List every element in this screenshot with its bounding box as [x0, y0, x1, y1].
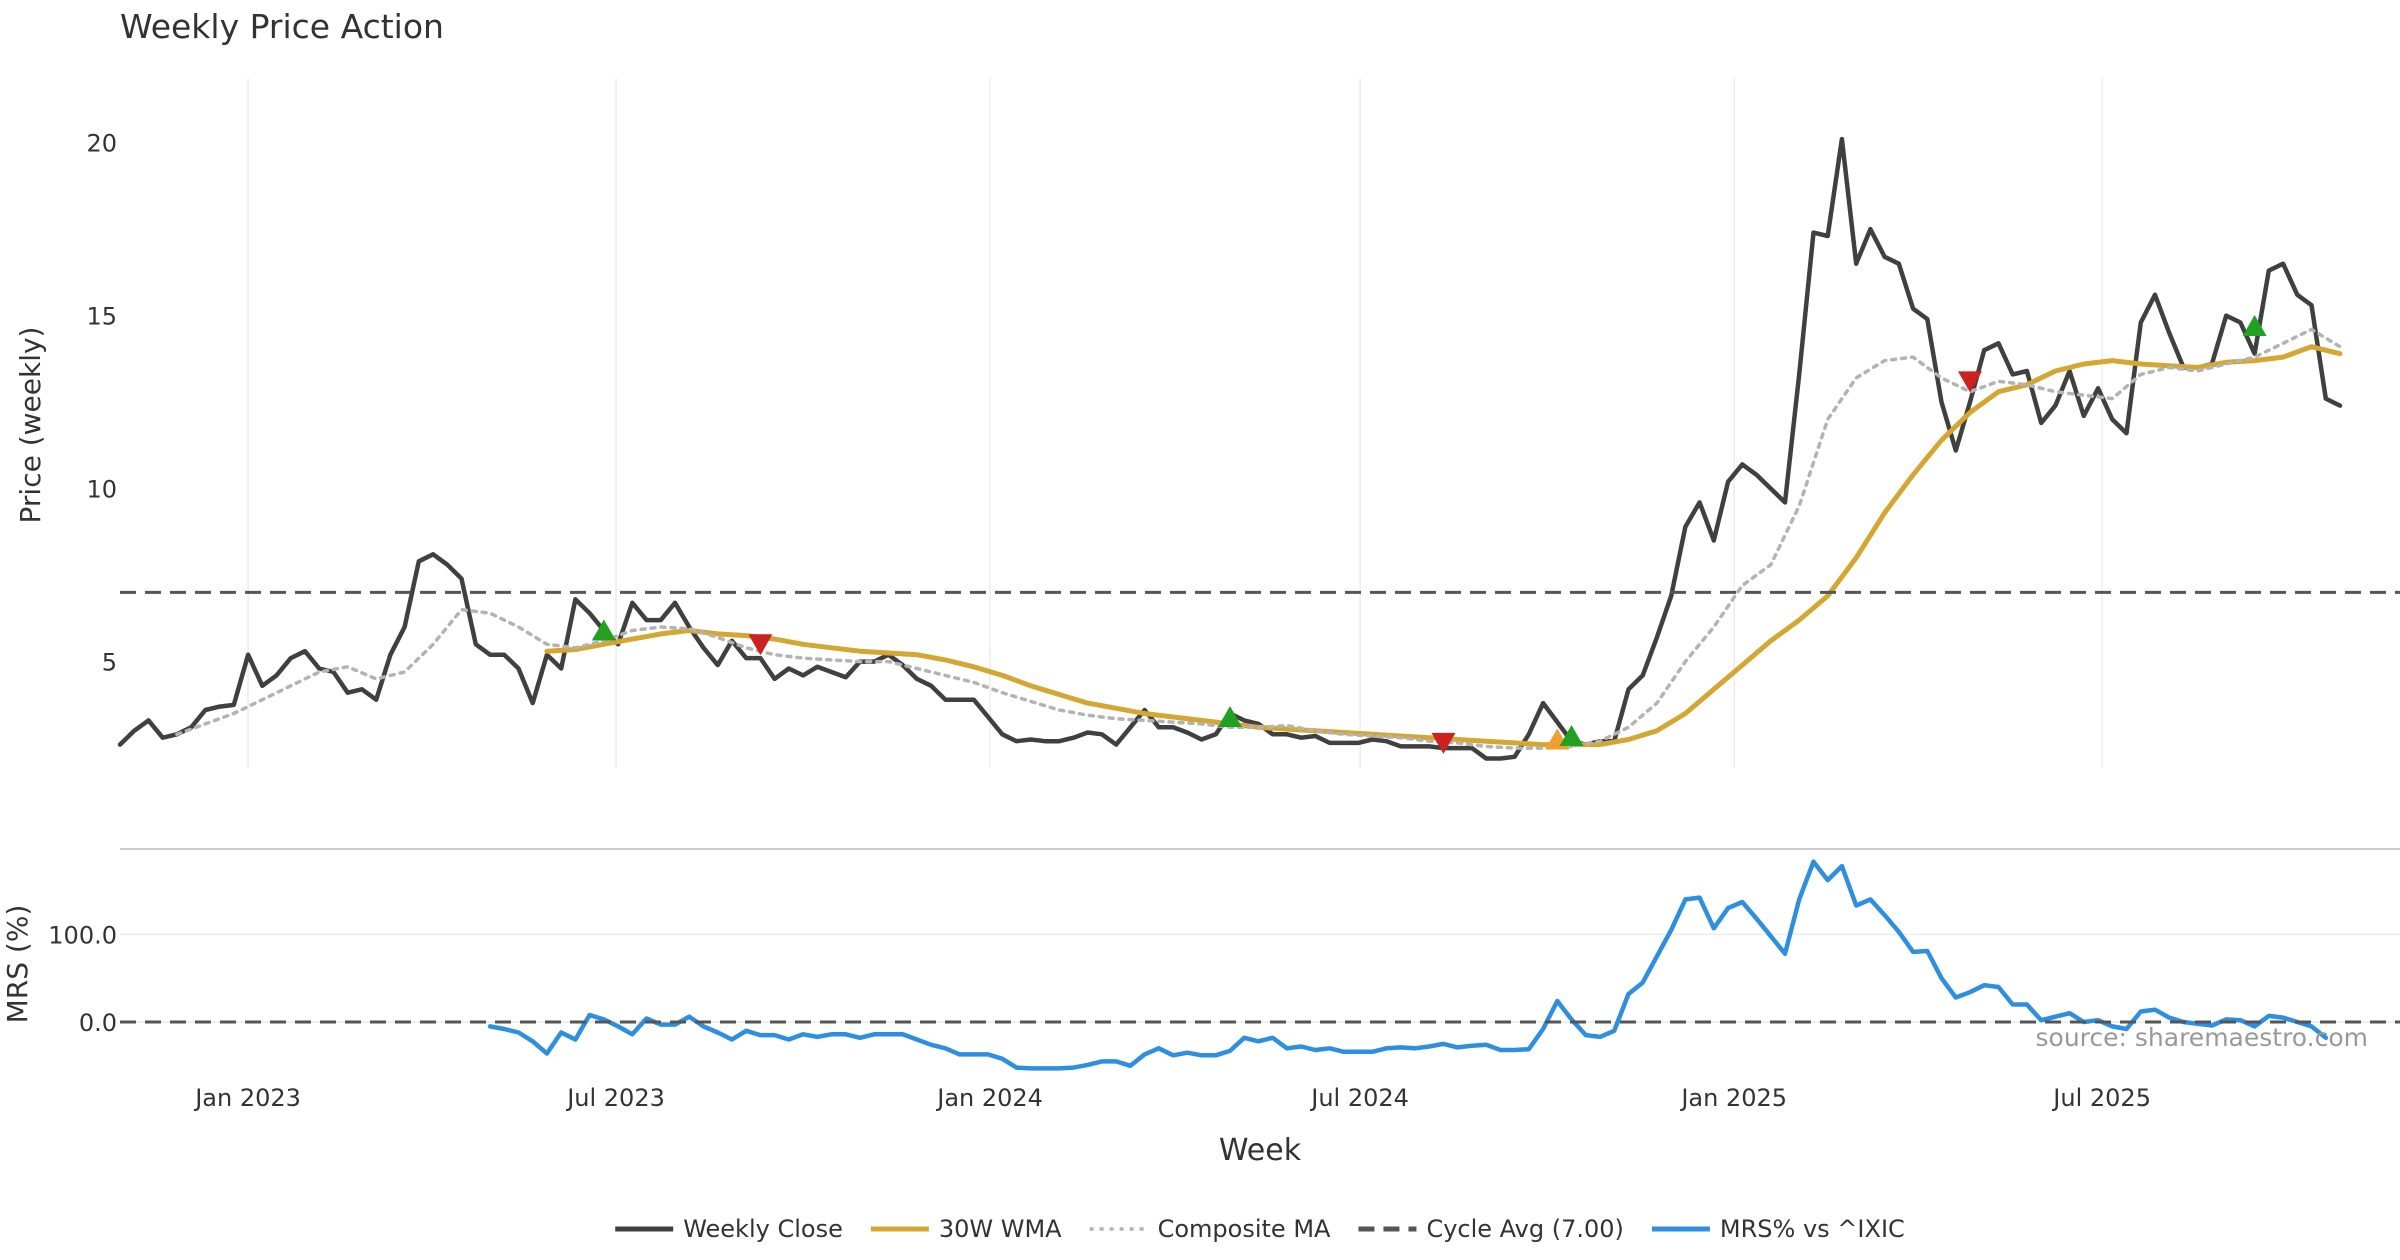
mrs-panel: 0.0 100.0 MRS (%) source: sharemaestro.co…	[1, 859, 2400, 1071]
buy-signal-marker	[591, 619, 616, 641]
y-tick-label: 100.0	[48, 921, 117, 949]
legend-item-composite-ma: Composite MA	[1089, 1215, 1331, 1243]
sell-signal-marker	[748, 634, 773, 656]
sell-signal-marker	[1958, 371, 1982, 393]
legend-label: Cycle Avg (7.00)	[1426, 1215, 1623, 1243]
y-tick-label: 0.0	[79, 1009, 117, 1037]
series-composite-ma	[175, 327, 2342, 750]
x-tick-label: Jan 2023	[193, 1084, 301, 1112]
mrs-y-ticks: 0.0 100.0	[48, 921, 117, 1037]
x-axis-ticks: Jan 2023 Jul 2023 Jan 2024 Jul 2024 Jan 2025…	[193, 1084, 2151, 1112]
x-axis-label: Week	[1219, 1133, 1302, 1168]
legend-label: Composite MA	[1158, 1215, 1331, 1243]
signal-markers	[591, 314, 2267, 754]
legend: Weekly Close 30W WMA Composite MA Cycle Avg…	[615, 1215, 1905, 1243]
price-y-ticks: 5 10 15 20	[86, 130, 117, 677]
price-panel: 5 10 15 20 Price (weekly)	[14, 78, 2400, 768]
legend-label: 30W WMA	[939, 1215, 1062, 1243]
y-tick-label: 5	[102, 649, 117, 677]
sell-signal-marker	[1431, 732, 1456, 754]
y-tick-label: 15	[86, 303, 117, 331]
x-tick-label: Jul 2025	[2051, 1084, 2151, 1112]
legend-label: MRS% vs ^IXIC	[1720, 1215, 1905, 1243]
chart-title: Weekly Price Action	[120, 7, 444, 46]
x-tick-label: Jul 2024	[1309, 1084, 1409, 1112]
series-mrs-vs-ixic	[487, 859, 2329, 1071]
source-note: source: sharemaestro.com	[2036, 1023, 2369, 1052]
legend-label: Weekly Close	[683, 1215, 843, 1243]
buy-signal-marker	[1218, 705, 1242, 727]
x-tick-label: Jul 2023	[565, 1084, 665, 1112]
price-y-axis-label: Price (weekly)	[14, 327, 47, 524]
mrs-y-axis-label: MRS (%)	[1, 905, 34, 1024]
buy-signal-marker	[1559, 724, 1584, 746]
legend-item-mrs-vs-ixic: MRS% vs ^IXIC	[1651, 1215, 1905, 1243]
buy-signal-marker	[2242, 314, 2267, 336]
legend-item-cycle-avg-7-00: Cycle Avg (7.00)	[1358, 1215, 1624, 1243]
x-tick-label: Jan 2025	[1679, 1084, 1787, 1112]
mrs-series-group	[120, 859, 2400, 1071]
y-tick-label: 20	[86, 130, 117, 158]
y-tick-label: 10	[86, 476, 117, 504]
x-tick-label: Jan 2024	[935, 1084, 1043, 1112]
legend-item-weekly-close: Weekly Close	[615, 1215, 843, 1243]
legend-item-30w-wma: 30W WMA	[870, 1215, 1062, 1243]
